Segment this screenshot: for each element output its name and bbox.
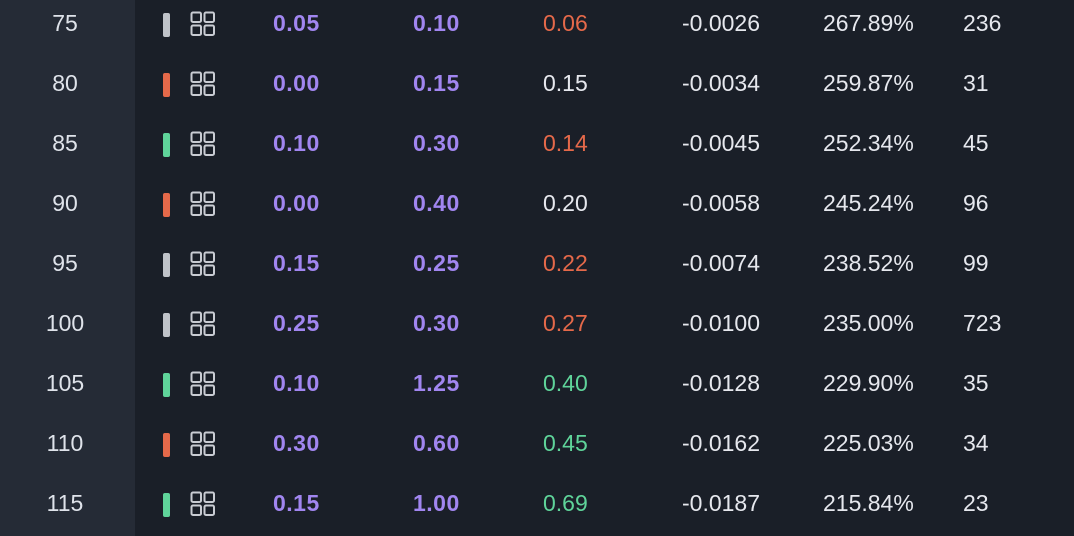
bid-price[interactable]: 0.05 — [273, 10, 320, 36]
table-row[interactable]: 110 0.30 0.60 0.45 -0.0162 225.03% 34 — [0, 413, 1074, 473]
grid-icon[interactable] — [190, 71, 216, 97]
grid-icon[interactable] — [190, 251, 216, 277]
last-price: 0.40 — [543, 370, 588, 396]
volume: 96 — [963, 190, 989, 216]
last-price: 0.27 — [543, 310, 588, 336]
ask-price[interactable]: 1.00 — [413, 490, 460, 516]
implied-volatility: 229.90% — [823, 370, 914, 396]
volume: 23 — [963, 490, 989, 516]
implied-volatility: 225.03% — [823, 430, 914, 456]
last-price: 0.69 — [543, 490, 588, 516]
grid-icon[interactable] — [190, 431, 216, 457]
table-row[interactable]: 95 0.15 0.25 0.22 -0.0074 238.52% 99 — [0, 233, 1074, 293]
status-marker-red — [163, 433, 170, 457]
implied-volatility: 245.24% — [823, 190, 914, 216]
bid-price[interactable]: 0.15 — [273, 490, 320, 516]
bid-price[interactable]: 0.00 — [273, 190, 320, 216]
last-price: 0.22 — [543, 250, 588, 276]
strike-price: 110 — [46, 430, 84, 456]
bid-price[interactable]: 0.10 — [273, 130, 320, 156]
ask-price[interactable]: 0.10 — [413, 10, 460, 36]
strike-price: 105 — [45, 370, 85, 396]
last-price: 0.15 — [543, 70, 588, 96]
strike-price: 95 — [52, 250, 78, 276]
grid-icon[interactable] — [190, 191, 216, 217]
grid-icon[interactable] — [190, 131, 216, 157]
table-row[interactable]: 100 0.25 0.30 0.27 -0.0100 235.00% 723 — [0, 293, 1074, 353]
implied-volatility: 235.00% — [823, 310, 914, 336]
implied-volatility: 259.87% — [823, 70, 914, 96]
last-price: 0.06 — [543, 10, 588, 36]
price-change: -0.0045 — [682, 130, 761, 156]
status-marker-green — [163, 493, 170, 517]
price-change: -0.0128 — [682, 370, 761, 396]
last-price: 0.14 — [543, 130, 588, 156]
volume: 35 — [963, 370, 989, 396]
volume: 236 — [963, 10, 1002, 36]
strike-price: 115 — [46, 490, 84, 516]
strike-price: 85 — [52, 130, 78, 156]
grid-icon[interactable] — [190, 11, 216, 37]
price-change: -0.0187 — [682, 490, 761, 516]
volume: 31 — [963, 70, 989, 96]
ask-price[interactable]: 0.40 — [413, 190, 460, 216]
price-change: -0.0034 — [682, 70, 761, 96]
strike-price: 80 — [52, 70, 78, 96]
volume: 99 — [963, 250, 989, 276]
table-row[interactable]: 75 0.05 0.10 0.06 -0.0026 267.89% 236 — [0, 0, 1074, 53]
table-row[interactable]: 80 0.00 0.15 0.15 -0.0034 259.87% 31 — [0, 53, 1074, 113]
strike-price: 90 — [52, 190, 78, 216]
strike-column — [0, 0, 135, 536]
implied-volatility: 215.84% — [823, 490, 914, 516]
ask-price[interactable]: 0.25 — [413, 250, 460, 276]
grid-icon[interactable] — [190, 371, 216, 397]
volume: 45 — [963, 130, 989, 156]
strike-price: 75 — [52, 10, 78, 36]
ask-price[interactable]: 1.25 — [413, 370, 460, 396]
bid-price[interactable]: 0.10 — [273, 370, 320, 396]
price-change: -0.0074 — [682, 250, 761, 276]
grid-icon[interactable] — [190, 311, 216, 337]
ask-price[interactable]: 0.30 — [413, 310, 460, 336]
ask-price[interactable]: 0.30 — [413, 130, 460, 156]
bid-price[interactable]: 0.25 — [273, 310, 320, 336]
status-marker-green — [163, 133, 170, 157]
status-marker-gray — [163, 313, 170, 337]
last-price: 0.20 — [543, 190, 588, 216]
bid-price[interactable]: 0.00 — [273, 70, 320, 96]
table-row[interactable]: 115 0.15 1.00 0.69 -0.0187 215.84% 23 — [0, 473, 1074, 533]
table-row[interactable]: 90 0.00 0.40 0.20 -0.0058 245.24% 96 — [0, 173, 1074, 233]
bid-price[interactable]: 0.15 — [273, 250, 320, 276]
status-marker-red — [163, 193, 170, 217]
grid-icon[interactable] — [190, 491, 216, 517]
volume: 34 — [963, 430, 989, 456]
table-row[interactable]: 85 0.10 0.30 0.14 -0.0045 252.34% 45 — [0, 113, 1074, 173]
status-marker-gray — [163, 253, 170, 277]
ask-price[interactable]: 0.60 — [413, 430, 460, 456]
ask-price[interactable]: 0.15 — [413, 70, 460, 96]
implied-volatility: 238.52% — [823, 250, 914, 276]
price-change: -0.0162 — [682, 430, 761, 456]
price-change: -0.0100 — [682, 310, 761, 336]
last-price: 0.45 — [543, 430, 588, 456]
status-marker-green — [163, 373, 170, 397]
volume: 723 — [963, 310, 1002, 336]
implied-volatility: 252.34% — [823, 130, 914, 156]
status-marker-gray — [163, 13, 170, 37]
status-marker-red — [163, 73, 170, 97]
table-row[interactable]: 105 0.10 1.25 0.40 -0.0128 229.90% 35 — [0, 353, 1074, 413]
price-change: -0.0058 — [682, 190, 761, 216]
bid-price[interactable]: 0.30 — [273, 430, 320, 456]
strike-price: 100 — [45, 310, 85, 336]
price-change: -0.0026 — [682, 10, 761, 36]
implied-volatility: 267.89% — [823, 10, 914, 36]
